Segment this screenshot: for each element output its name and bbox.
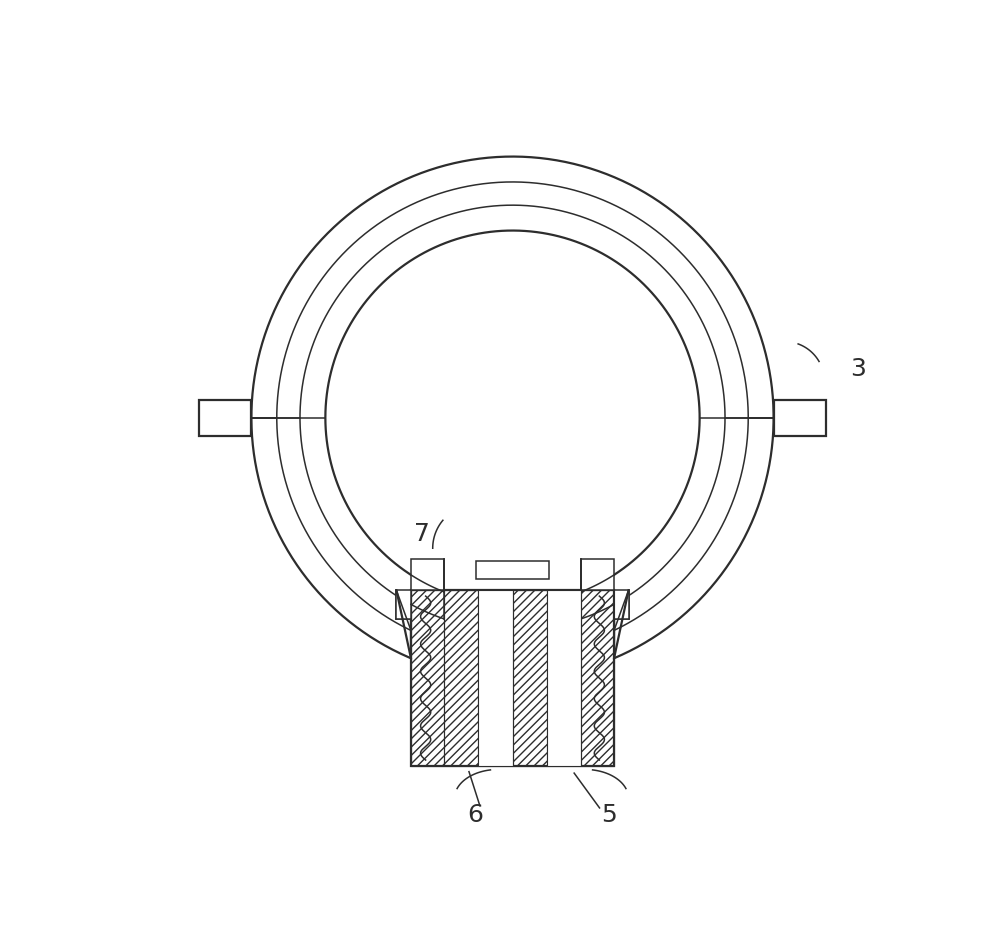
Text: 6: 6 bbox=[467, 804, 483, 827]
Bar bbox=[199, 399, 251, 436]
Bar bbox=[512, 591, 547, 766]
Polygon shape bbox=[581, 560, 614, 591]
Bar bbox=[396, 591, 411, 619]
Bar bbox=[478, 591, 512, 766]
Bar bbox=[614, 591, 629, 619]
Bar bbox=[476, 561, 549, 579]
Bar bbox=[774, 399, 826, 436]
Polygon shape bbox=[411, 560, 444, 591]
Bar bbox=[444, 591, 478, 766]
Text: 3: 3 bbox=[850, 357, 866, 382]
Text: 5: 5 bbox=[601, 804, 617, 827]
Text: 7: 7 bbox=[414, 522, 430, 545]
Bar bbox=[411, 591, 444, 766]
Bar bbox=[581, 591, 614, 766]
Bar bbox=[411, 591, 614, 766]
Bar bbox=[547, 591, 581, 766]
